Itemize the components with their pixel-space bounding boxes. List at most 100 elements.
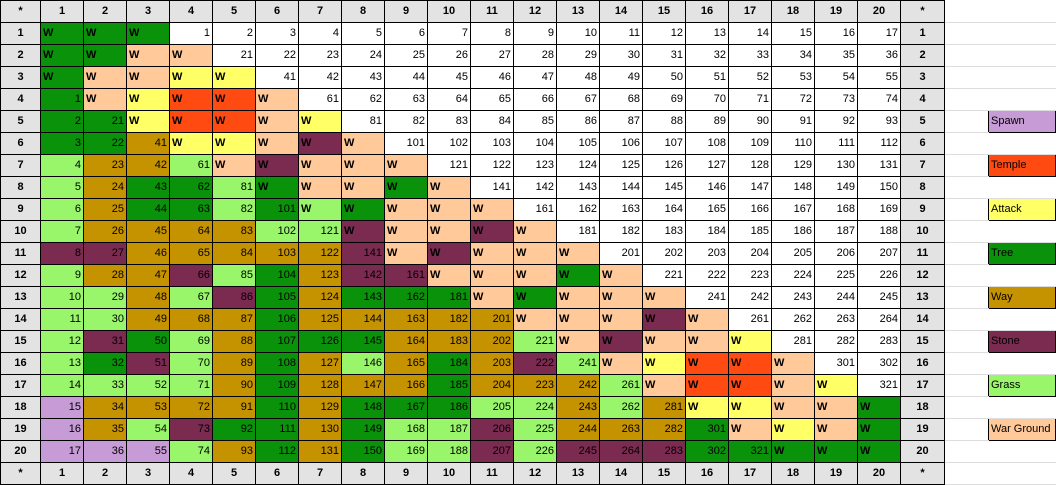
grid-cell[interactable]: 241 xyxy=(556,352,600,375)
grid-cell[interactable]: 242 xyxy=(556,374,600,397)
grid-cell[interactable]: 110 xyxy=(771,132,815,155)
grid-cell[interactable]: 126 xyxy=(642,154,686,177)
empty-cell[interactable] xyxy=(944,462,989,485)
empty-cell[interactable] xyxy=(988,440,1056,463)
empty-cell[interactable] xyxy=(988,176,1056,199)
grid-cell[interactable]: 34 xyxy=(83,396,127,419)
grid-cell[interactable]: 161 xyxy=(513,198,557,221)
grid-cell[interactable]: 142 xyxy=(513,176,557,199)
empty-cell[interactable] xyxy=(988,132,1056,155)
row-header-right[interactable]: 1 xyxy=(900,22,945,45)
row-header[interactable]: 16 xyxy=(0,352,41,375)
grid-cell[interactable]: 163 xyxy=(599,198,643,221)
grid-cell[interactable]: W xyxy=(470,198,514,221)
grid-cell[interactable]: 64 xyxy=(169,220,213,243)
grid-cell[interactable]: W xyxy=(126,66,170,89)
column-header[interactable]: 20 xyxy=(857,462,901,485)
row-header[interactable]: 11 xyxy=(0,242,41,265)
column-header[interactable]: 12 xyxy=(513,462,557,485)
grid-cell[interactable]: 67 xyxy=(556,88,600,111)
row-header[interactable]: 8 xyxy=(0,176,41,199)
grid-cell[interactable]: 24 xyxy=(341,44,385,67)
grid-cell[interactable]: 224 xyxy=(771,264,815,287)
grid-cell[interactable]: 321 xyxy=(857,374,901,397)
grid-cell[interactable]: 101 xyxy=(255,198,299,221)
grid-cell[interactable]: 2 xyxy=(40,110,84,133)
grid-cell[interactable]: 11 xyxy=(599,22,643,45)
column-header[interactable]: 1 xyxy=(40,0,84,23)
grid-cell[interactable]: 25 xyxy=(83,198,127,221)
row-header[interactable]: 7 xyxy=(0,154,41,177)
grid-cell[interactable]: 145 xyxy=(341,330,385,353)
grid-cell[interactable]: 92 xyxy=(814,110,858,133)
grid-cell[interactable]: 32 xyxy=(685,44,729,67)
grid-cell[interactable]: W xyxy=(556,242,600,265)
grid-cell[interactable]: W xyxy=(169,110,213,133)
grid-cell[interactable]: 166 xyxy=(384,374,428,397)
grid-cell[interactable]: 148 xyxy=(341,396,385,419)
grid-cell[interactable]: 301 xyxy=(685,418,729,441)
grid-cell[interactable]: 35 xyxy=(814,44,858,67)
grid-cell[interactable]: W xyxy=(126,110,170,133)
column-header[interactable]: 9 xyxy=(384,0,428,23)
column-header[interactable]: 8 xyxy=(341,462,385,485)
row-header[interactable]: 12 xyxy=(0,264,41,287)
grid-cell[interactable]: W xyxy=(857,440,901,463)
grid-cell[interactable]: W xyxy=(771,396,815,419)
grid-cell[interactable]: W xyxy=(341,132,385,155)
grid-cell[interactable]: 168 xyxy=(814,198,858,221)
grid-cell[interactable]: 282 xyxy=(642,418,686,441)
grid-cell[interactable]: W xyxy=(599,330,643,353)
column-header[interactable]: 7 xyxy=(298,0,342,23)
grid-cell[interactable]: W xyxy=(384,176,428,199)
grid-cell[interactable]: W xyxy=(642,352,686,375)
grid-cell[interactable]: 110 xyxy=(255,396,299,419)
grid-cell[interactable]: 282 xyxy=(814,330,858,353)
grid-cell[interactable]: 9 xyxy=(40,264,84,287)
grid-cell[interactable]: 84 xyxy=(470,110,514,133)
empty-cell[interactable] xyxy=(944,154,989,177)
grid-cell[interactable]: 30 xyxy=(599,44,643,67)
grid-cell[interactable]: 6 xyxy=(384,22,428,45)
grid-cell[interactable]: 143 xyxy=(556,176,600,199)
column-header[interactable]: 7 xyxy=(298,462,342,485)
grid-cell[interactable]: W xyxy=(83,88,127,111)
grid-cell[interactable]: 23 xyxy=(83,154,127,177)
grid-cell[interactable]: 109 xyxy=(255,374,299,397)
grid-cell[interactable]: 186 xyxy=(771,220,815,243)
grid-cell[interactable]: 168 xyxy=(384,418,428,441)
grid-cell[interactable]: 48 xyxy=(126,286,170,309)
grid-cell[interactable]: W xyxy=(513,308,557,331)
grid-cell[interactable]: 3 xyxy=(40,132,84,155)
grid-cell[interactable]: 223 xyxy=(728,264,772,287)
column-header[interactable]: 4 xyxy=(169,0,213,23)
grid-cell[interactable]: 244 xyxy=(556,418,600,441)
grid-cell[interactable]: 89 xyxy=(685,110,729,133)
grid-cell[interactable]: 243 xyxy=(556,396,600,419)
grid-cell[interactable]: 86 xyxy=(212,286,256,309)
grid-cell[interactable]: W xyxy=(728,418,772,441)
grid-cell[interactable]: W xyxy=(384,154,428,177)
empty-cell[interactable] xyxy=(944,220,989,243)
grid-cell[interactable]: 68 xyxy=(599,88,643,111)
grid-cell[interactable]: 106 xyxy=(255,308,299,331)
grid-cell[interactable]: W xyxy=(814,396,858,419)
grid-cell[interactable]: 6 xyxy=(40,198,84,221)
column-header[interactable]: 16 xyxy=(685,462,729,485)
grid-cell[interactable]: 130 xyxy=(814,154,858,177)
grid-cell[interactable]: 84 xyxy=(212,242,256,265)
grid-cell[interactable]: W xyxy=(771,374,815,397)
row-header[interactable]: 10 xyxy=(0,220,41,243)
grid-cell[interactable]: 93 xyxy=(212,440,256,463)
grid-cell[interactable]: 61 xyxy=(298,88,342,111)
row-header-right[interactable]: 11 xyxy=(900,242,945,265)
grid-cell[interactable]: 22 xyxy=(83,132,127,155)
grid-cell[interactable]: 93 xyxy=(857,110,901,133)
grid-cell[interactable]: 91 xyxy=(771,110,815,133)
grid-cell[interactable]: 109 xyxy=(728,132,772,155)
grid-cell[interactable]: W xyxy=(771,440,815,463)
grid-cell[interactable]: 164 xyxy=(642,198,686,221)
row-header-right[interactable]: 15 xyxy=(900,330,945,353)
empty-cell[interactable] xyxy=(988,44,1056,67)
grid-cell[interactable]: 55 xyxy=(857,66,901,89)
